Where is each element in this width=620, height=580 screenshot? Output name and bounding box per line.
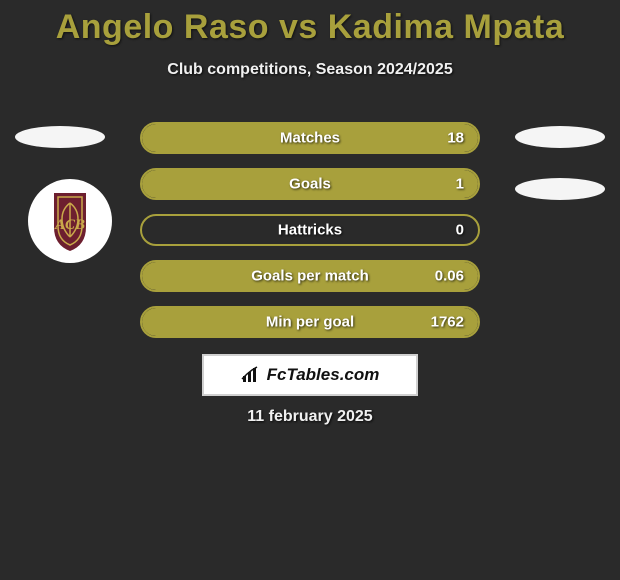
badge-initials: ACB <box>54 217 85 233</box>
stat-value: 0.06 <box>435 268 464 285</box>
placeholder-ellipse-right-1 <box>515 126 605 148</box>
brand-box[interactable]: FcTables.com <box>202 354 418 396</box>
stat-row-matches: Matches 18 <box>140 122 480 154</box>
stat-label: Goals <box>289 176 331 193</box>
stat-row-hattricks: Hattricks 0 <box>140 214 480 246</box>
stat-label: Goals per match <box>251 268 369 285</box>
stat-value: 0 <box>456 222 464 239</box>
club-badge: ACB <box>28 179 112 263</box>
placeholder-ellipse-left <box>15 126 105 148</box>
stat-value: 1762 <box>431 314 464 331</box>
stat-label: Matches <box>280 130 340 147</box>
placeholder-ellipse-right-2 <box>515 178 605 200</box>
stat-value: 1 <box>456 176 464 193</box>
stat-row-min-per-goal: Min per goal 1762 <box>140 306 480 338</box>
stat-value: 18 <box>447 130 464 147</box>
date-text: 11 february 2025 <box>0 408 620 426</box>
stat-label: Min per goal <box>266 314 354 331</box>
bar-chart-icon <box>241 366 263 384</box>
stat-row-goals: Goals 1 <box>140 168 480 200</box>
stat-label: Hattricks <box>278 222 342 239</box>
brand-text: FcTables.com <box>267 365 380 385</box>
page-title: Angelo Raso vs Kadima Mpata <box>0 0 620 47</box>
stats-container: Matches 18 Goals 1 Hattricks 0 Goals per… <box>140 122 480 352</box>
subtitle: Club competitions, Season 2024/2025 <box>0 61 620 79</box>
stat-row-goals-per-match: Goals per match 0.06 <box>140 260 480 292</box>
